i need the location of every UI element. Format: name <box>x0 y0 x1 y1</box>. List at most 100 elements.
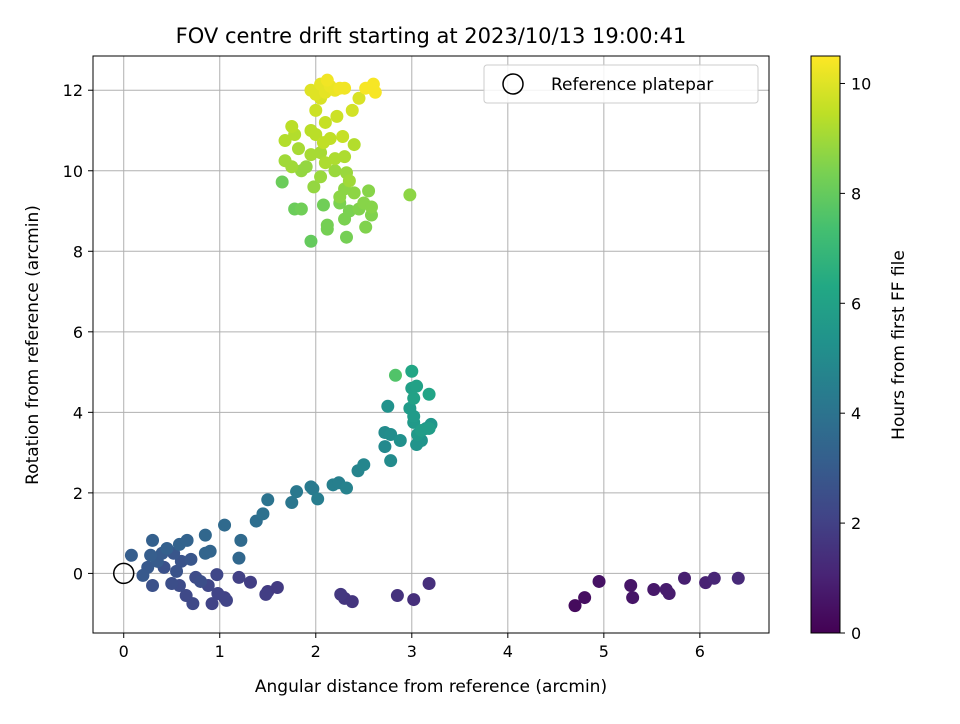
data-point <box>320 73 334 87</box>
data-point <box>390 589 404 603</box>
x-tick-label: 4 <box>503 642 513 661</box>
y-tick-label: 12 <box>63 81 83 100</box>
chart-title: FOV centre drift starting at 2023/10/13 … <box>176 24 687 48</box>
data-point <box>384 454 398 468</box>
colorbar-tick-label: 2 <box>851 514 861 533</box>
data-point <box>384 427 398 441</box>
data-point <box>422 576 436 590</box>
x-tick-label: 2 <box>311 642 321 661</box>
colorbar-tick-label: 4 <box>851 404 861 423</box>
colorbar-tick-label: 10 <box>851 74 871 93</box>
data-point <box>316 198 330 212</box>
x-tick-label: 5 <box>599 642 609 661</box>
data-point <box>285 160 299 174</box>
data-point <box>194 574 208 588</box>
data-point <box>210 568 224 582</box>
data-point <box>309 103 323 117</box>
x-tick-label: 0 <box>119 642 129 661</box>
data-point <box>678 571 691 585</box>
data-point <box>707 571 721 585</box>
data-point <box>328 164 342 178</box>
data-point <box>307 180 321 194</box>
y-axis-ticks: 0 2 4 6 8 10 12 <box>63 81 93 583</box>
data-point <box>218 518 232 532</box>
data-point <box>291 142 305 156</box>
data-point <box>146 578 160 592</box>
legend: Reference platepar <box>483 64 759 104</box>
data-point <box>314 146 328 160</box>
y-axis-label: Rotation from reference (arcmin) <box>23 205 43 485</box>
data-point <box>381 399 395 413</box>
y-tick-label: 10 <box>63 162 83 181</box>
data-point <box>410 379 424 393</box>
data-point <box>333 190 347 204</box>
y-tick-label: 6 <box>73 323 83 342</box>
data-point <box>407 409 421 423</box>
data-point <box>568 599 582 613</box>
data-point <box>203 544 217 558</box>
data-point <box>347 138 361 152</box>
data-point <box>306 482 320 496</box>
data-point <box>731 571 745 585</box>
data-point <box>180 533 194 547</box>
data-point <box>165 576 179 590</box>
data-point <box>330 109 344 123</box>
data-point <box>184 552 198 566</box>
data-point <box>578 591 592 605</box>
data-point <box>285 496 299 510</box>
data-point <box>338 81 352 95</box>
data-point <box>304 234 318 248</box>
data-point <box>320 222 334 236</box>
data-point <box>243 575 257 589</box>
data-point <box>323 132 337 146</box>
data-point <box>357 458 371 472</box>
data-point <box>662 587 676 601</box>
legend-marker-circle <box>502 73 524 95</box>
data-point <box>393 434 407 448</box>
data-point <box>338 150 352 164</box>
data-point <box>256 507 270 521</box>
y-tick-label: 8 <box>73 242 83 261</box>
data-point <box>275 175 289 189</box>
colorbar-gradient <box>810 55 841 634</box>
data-point <box>626 591 640 605</box>
data-point <box>285 119 299 133</box>
x-axis-ticks: 0 1 2 3 4 5 6 <box>119 633 705 661</box>
data-point <box>362 184 376 198</box>
data-point <box>403 188 417 202</box>
data-point <box>388 368 402 382</box>
data-point <box>232 570 246 584</box>
data-point <box>336 130 350 144</box>
data-point <box>407 593 421 607</box>
x-tick-label: 1 <box>215 642 225 661</box>
x-axis-label: Angular distance from reference (arcmin) <box>255 677 607 697</box>
reference-circle <box>112 562 135 585</box>
data-point <box>198 528 212 542</box>
data-point <box>334 587 348 601</box>
data-point <box>340 230 353 244</box>
data-point <box>205 597 219 611</box>
data-point <box>352 91 366 105</box>
colorbar-tick-label: 6 <box>851 294 861 313</box>
data-point <box>309 128 323 142</box>
data-point <box>647 583 661 597</box>
scatter-series <box>124 73 745 613</box>
data-point <box>211 587 225 601</box>
data-point <box>146 533 160 547</box>
colorbar-tick-label: 0 <box>851 624 861 643</box>
data-point <box>170 564 184 578</box>
data-point <box>299 160 313 174</box>
data-point <box>144 548 158 562</box>
data-point <box>232 551 246 565</box>
data-point <box>179 589 193 603</box>
data-point <box>234 533 248 547</box>
data-point <box>160 541 174 555</box>
data-point <box>368 85 382 99</box>
data-point <box>405 364 419 378</box>
data-point <box>422 421 436 435</box>
data-point <box>342 174 356 188</box>
data-point <box>124 548 138 562</box>
data-point <box>278 134 292 148</box>
